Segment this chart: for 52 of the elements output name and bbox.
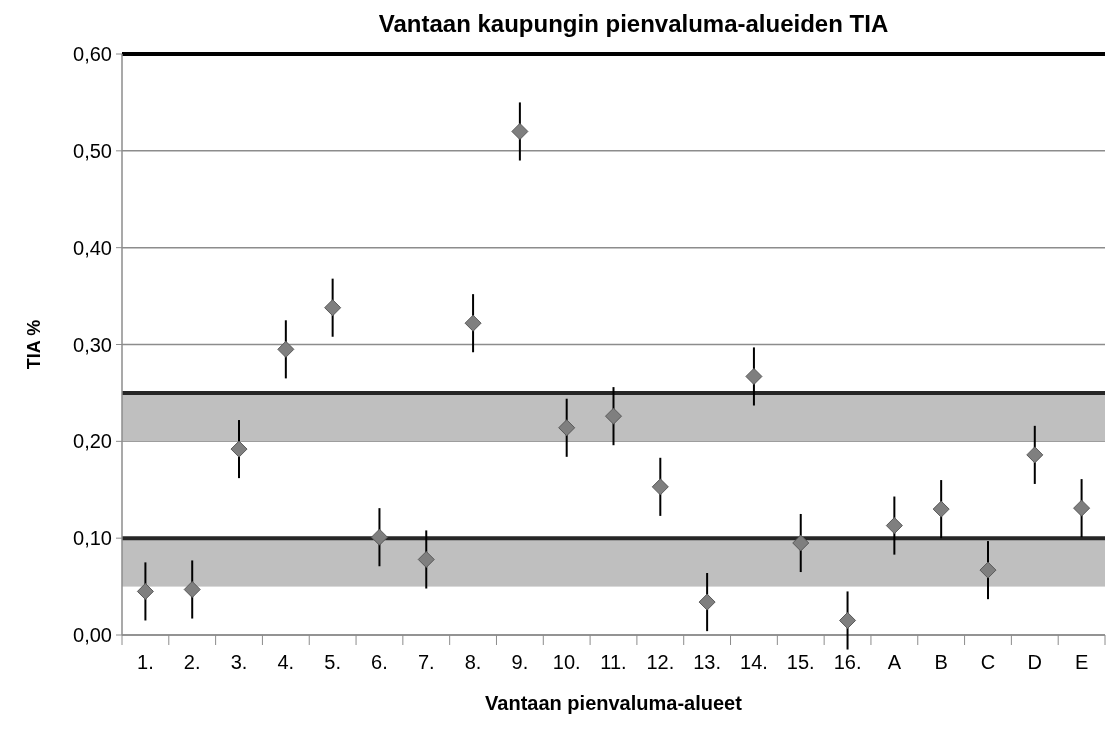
x-tick-label: D bbox=[1027, 651, 1043, 673]
point bbox=[605, 407, 622, 425]
point bbox=[324, 299, 342, 317]
x-tick-label: 8. bbox=[464, 651, 482, 673]
y-axis-title: TIA % bbox=[24, 319, 44, 370]
point bbox=[558, 419, 576, 437]
point bbox=[511, 122, 529, 140]
x-tick-label: 10. bbox=[552, 651, 581, 673]
x-tick-label: 3. bbox=[230, 651, 248, 673]
point bbox=[1026, 446, 1044, 464]
x-tick-label: 1. bbox=[137, 651, 154, 673]
y-tick-label: 0,00 bbox=[73, 624, 112, 646]
x-tick-label: C bbox=[980, 651, 996, 673]
point bbox=[839, 611, 857, 629]
chart-title: Vantaan kaupungin pienvaluma-alueiden TIA bbox=[378, 10, 889, 37]
point bbox=[417, 550, 435, 568]
point bbox=[745, 367, 763, 385]
x-tick-label: 16. bbox=[833, 651, 862, 673]
point bbox=[277, 340, 295, 358]
y-tick-label: 0,10 bbox=[73, 527, 112, 550]
point bbox=[885, 517, 903, 535]
x-tick-label: 13. bbox=[693, 651, 722, 673]
point bbox=[136, 582, 154, 600]
x-tick-label: 5. bbox=[324, 651, 341, 673]
point bbox=[792, 534, 810, 552]
y-tick-label: 0,50 bbox=[73, 139, 112, 162]
point bbox=[979, 561, 997, 579]
y-tick-label: 0,30 bbox=[73, 333, 112, 356]
x-tick-label: 4. bbox=[277, 651, 295, 673]
point bbox=[370, 528, 388, 546]
x-tick-label: 15. bbox=[786, 651, 815, 673]
x-tick-label: 11. bbox=[600, 651, 627, 673]
point bbox=[464, 314, 482, 332]
point bbox=[230, 440, 248, 458]
point bbox=[1073, 499, 1091, 517]
x-tick-label: 9. bbox=[511, 651, 529, 673]
y-tick-label: 0,40 bbox=[73, 236, 112, 259]
x-tick-label: B bbox=[934, 651, 948, 673]
x-axis-title: Vantaan pienvaluma-alueet bbox=[485, 692, 743, 714]
x-tick-label: 7. bbox=[417, 651, 435, 673]
x-tick-label: E bbox=[1074, 651, 1089, 673]
point bbox=[698, 593, 716, 611]
point bbox=[651, 478, 669, 496]
x-tick-label: 12. bbox=[646, 651, 675, 673]
x-tick-label: 2. bbox=[183, 651, 201, 673]
y-tick-label: 0,60 bbox=[73, 43, 112, 65]
x-tick-label: A bbox=[887, 651, 902, 673]
point bbox=[183, 580, 201, 598]
y-tick-label: 0,20 bbox=[73, 430, 112, 453]
x-tick-label: 14. bbox=[740, 651, 768, 673]
point bbox=[932, 500, 950, 518]
x-tick-label: 6. bbox=[371, 651, 388, 673]
